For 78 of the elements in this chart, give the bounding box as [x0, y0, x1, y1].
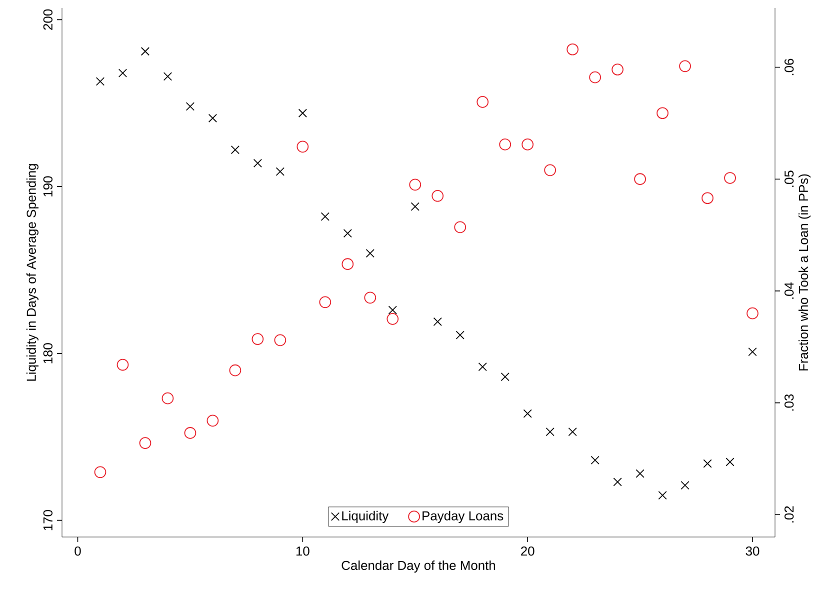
point: [342, 258, 354, 270]
point: [274, 334, 286, 346]
point: [319, 296, 332, 308]
point: [116, 358, 129, 371]
x-tick-label: 10: [296, 546, 310, 556]
point: [206, 414, 219, 427]
legend-label: Payday Loans: [422, 510, 504, 523]
point: [140, 47, 150, 56]
point: [410, 202, 420, 211]
point: [680, 480, 690, 490]
point: [566, 43, 579, 56]
point: [388, 306, 397, 314]
point: [748, 347, 757, 356]
point: [230, 146, 240, 154]
point: [546, 428, 554, 436]
point: [320, 212, 330, 221]
point: [702, 192, 714, 204]
point: [634, 173, 646, 186]
point: [658, 490, 667, 500]
point: [252, 333, 264, 345]
point: [568, 428, 577, 436]
y-axis-title: Liquidity in Days of Average Spending: [26, 164, 38, 381]
point: [432, 190, 444, 202]
point: [118, 68, 128, 78]
legend-label: Liquidity: [342, 510, 389, 523]
point: [296, 140, 309, 153]
x-tick-label: 0: [74, 546, 81, 556]
point: [613, 478, 622, 486]
point: [184, 427, 196, 439]
y2-tick-label: .06: [784, 58, 794, 76]
point: [724, 172, 736, 184]
point: [656, 107, 668, 120]
point: [253, 158, 262, 168]
point: [186, 102, 195, 111]
point: [544, 164, 556, 176]
y-tick-label: 200: [43, 9, 52, 30]
point: [208, 114, 218, 122]
y2-tick-label: .03: [784, 394, 794, 411]
point: [163, 72, 172, 81]
point: [590, 456, 600, 465]
point: [456, 330, 464, 340]
point: [636, 469, 644, 478]
point: [276, 167, 284, 176]
point: [139, 437, 152, 449]
point: [96, 77, 105, 86]
y-tick-label: 190: [43, 176, 52, 196]
point: [746, 307, 758, 320]
y2-tick-label: .05: [784, 170, 794, 187]
point: [523, 409, 532, 418]
x-tick-label: 20: [521, 546, 534, 556]
point: [364, 292, 376, 304]
y-tick-label: 170: [43, 510, 52, 530]
point: [499, 138, 512, 150]
point: [478, 362, 487, 372]
point: [476, 96, 489, 108]
point: [162, 392, 174, 404]
y2-tick-label: .04: [784, 282, 794, 299]
point: [343, 228, 352, 238]
point: [409, 178, 422, 191]
y2-tick-label: .02: [784, 506, 794, 522]
point: [386, 312, 399, 325]
point: [94, 466, 106, 478]
x-axis-title: Calendar Day of the Month: [342, 560, 496, 573]
point: [589, 71, 601, 84]
point: [433, 317, 442, 326]
point: [229, 364, 242, 376]
point: [298, 108, 307, 118]
point: [612, 64, 624, 76]
y-tick-label: 180: [43, 343, 52, 364]
point: [454, 221, 466, 234]
x-tick-label: 30: [746, 546, 760, 556]
point: [679, 60, 691, 72]
point: [500, 372, 510, 382]
point: [726, 458, 734, 466]
point: [522, 138, 534, 150]
point: [703, 459, 712, 468]
point: [366, 248, 374, 258]
y2-axis-title: Fraction who Took a Loan (in PPs): [798, 174, 811, 370]
